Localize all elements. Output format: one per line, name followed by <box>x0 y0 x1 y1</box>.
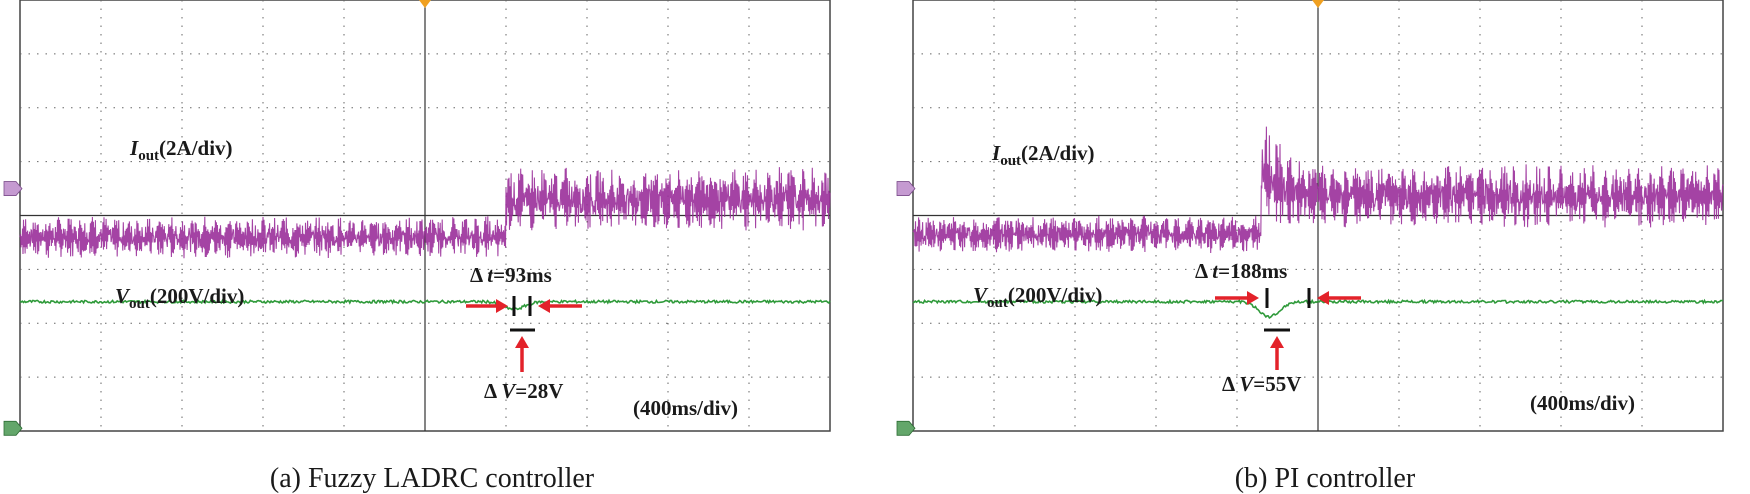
plot-grid <box>20 0 830 431</box>
time-scale-label: (400ms/div) <box>633 396 738 420</box>
voltage-label: Vout(200V/div) <box>115 284 244 312</box>
channel-2-marker <box>3 420 23 436</box>
delta-t-label: Δ t=188ms <box>1195 259 1287 283</box>
delta-t-label: Δ t=93ms <box>470 263 552 287</box>
panel-caption: (a) Fuzzy LADRC controller <box>270 463 595 494</box>
voltage-label: Vout(200V/div) <box>973 283 1102 311</box>
channel-2-marker <box>896 420 916 436</box>
delta-v-label: Δ V=55V <box>1222 372 1301 396</box>
trigger-marker <box>1312 0 1324 8</box>
voltage-trace <box>912 298 1724 319</box>
delta-t-markers <box>1215 288 1361 308</box>
current-trace <box>912 126 1724 254</box>
plot-grid <box>913 0 1723 431</box>
trigger-marker <box>419 0 431 8</box>
panel-caption: (b) PI controller <box>1235 463 1416 494</box>
current-trace <box>19 167 831 259</box>
current-label: Iout(2A/div) <box>991 141 1095 169</box>
panel-b: Iout(2A/div) Vout(200V/div) Δ t=188ms Δ … <box>896 0 1724 494</box>
delta-v-label: Δ V=28V <box>484 379 563 403</box>
panel-a: Iout(2A/div) Vout(200V/div) Δ t=93ms Δ V… <box>3 0 831 494</box>
time-scale-label: (400ms/div) <box>1530 391 1635 415</box>
channel-1-marker <box>3 181 23 196</box>
voltage-trace <box>19 298 831 312</box>
delta-v-marker <box>510 328 535 372</box>
delta-t-markers <box>466 296 582 316</box>
current-label: Iout(2A/div) <box>129 136 233 164</box>
delta-v-marker <box>1264 328 1290 370</box>
channel-1-marker <box>896 181 916 196</box>
